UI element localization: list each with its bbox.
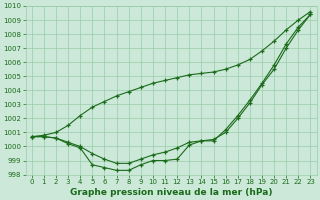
X-axis label: Graphe pression niveau de la mer (hPa): Graphe pression niveau de la mer (hPa): [70, 188, 272, 197]
